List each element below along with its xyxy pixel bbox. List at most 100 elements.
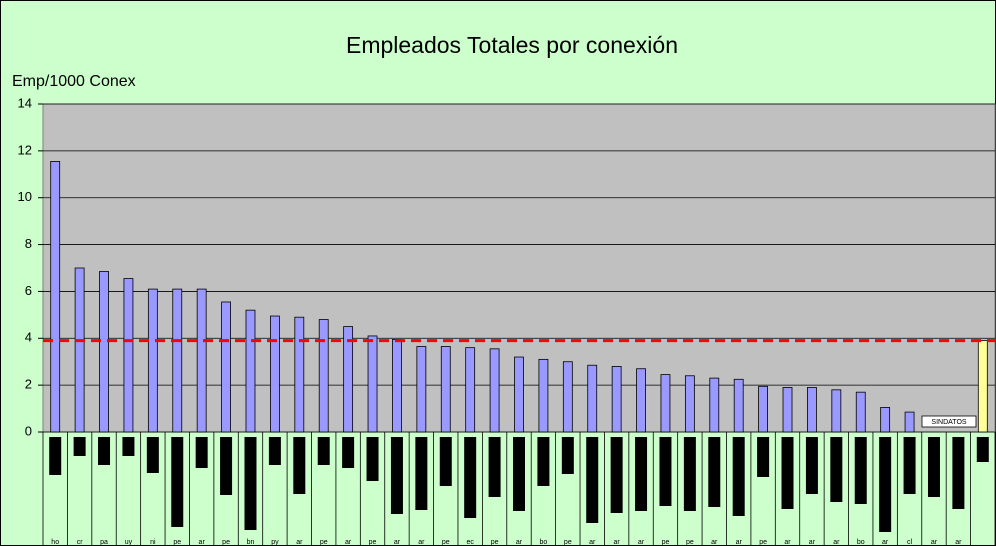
redacted-flag (366, 437, 379, 481)
y-tick-label: 0 (25, 423, 32, 438)
bar (392, 339, 402, 433)
bar (367, 335, 378, 433)
x-tick-label: bo (857, 539, 865, 546)
x-tick-label: pe (369, 539, 377, 546)
redacted-flag (586, 437, 599, 523)
bar (514, 356, 524, 433)
bar (904, 411, 915, 433)
annotation: SINDATOS (931, 419, 966, 426)
x-tick-label: ar (809, 539, 816, 546)
bar (611, 365, 622, 433)
x-tick-label: pe (686, 539, 694, 546)
bar (636, 368, 646, 433)
y-tick-label: 2 (25, 377, 32, 392)
x-tick-label: uy (125, 539, 133, 546)
bar (807, 387, 817, 433)
x-tick-label: ar (394, 539, 401, 546)
x-tick-label: pe (564, 539, 572, 546)
redacted-flag (122, 437, 135, 456)
redacted-flag (781, 437, 794, 509)
x-tick-label: ar (345, 539, 352, 546)
x-tick-label: ar (711, 539, 718, 546)
redacted-flag (830, 437, 843, 502)
bar (684, 375, 695, 433)
redacted-flag (537, 437, 550, 486)
x-tick-label: ar (736, 539, 743, 546)
redacted-flag (683, 437, 696, 511)
y-tick-label: 4 (25, 330, 32, 345)
x-tick-label: cr (77, 539, 84, 546)
x-tick-label: ar (784, 539, 791, 546)
y-tick-label: 8 (25, 236, 32, 251)
bar (977, 340, 988, 433)
redacted-flag (635, 437, 648, 511)
redacted-flag (464, 437, 477, 518)
bar (855, 391, 866, 433)
redacted-flag (268, 437, 281, 465)
redacted-flag (195, 437, 208, 468)
flag-table (42, 432, 996, 546)
bar (733, 378, 744, 433)
bar (269, 315, 280, 433)
redacted-flag (708, 437, 721, 507)
x-tick-label: bn (247, 539, 255, 546)
redacted-flag (805, 437, 818, 494)
x-tick-label: ar (638, 539, 645, 546)
redacted-flag (976, 437, 989, 462)
x-tick-label: py (271, 539, 279, 546)
redacted-flag (903, 437, 916, 494)
x-tick-label: ho (51, 539, 59, 546)
bar (440, 346, 451, 433)
bar (74, 267, 85, 433)
x-tick-label: bo (540, 539, 548, 546)
x-tick-label: pa (100, 539, 108, 546)
bar (99, 271, 109, 433)
redacted-flag (952, 437, 965, 509)
x-tick-label: ec (466, 539, 474, 546)
bar (709, 377, 720, 433)
bar (416, 346, 427, 433)
x-tick-label: ar (833, 539, 840, 546)
chart-title: Empleados Totales por conexión (346, 32, 678, 58)
redacted-flag (927, 437, 940, 497)
bar (831, 389, 842, 433)
redacted-flag (610, 437, 623, 513)
x-tick-label: pe (222, 539, 230, 546)
bar (245, 309, 256, 433)
redacted-flag (513, 437, 525, 511)
x-tick-label: pe (491, 539, 499, 546)
bar (50, 160, 61, 433)
redacted-flag (98, 437, 111, 465)
x-tick-label: pe (320, 539, 328, 546)
x-tick-label: cl (907, 539, 913, 546)
x-tick-label: ar (199, 539, 206, 546)
y-axis-label: Emp/1000 Conex (12, 73, 136, 90)
bar (147, 288, 158, 433)
redacted-flag (390, 437, 403, 514)
redacted-flag (854, 437, 867, 504)
redacted-flag (73, 437, 86, 456)
redacted-flag (293, 437, 306, 494)
bar (538, 358, 549, 433)
redacted-flag (488, 437, 501, 497)
x-tick-label: pe (662, 539, 670, 546)
redacted-flag (561, 437, 574, 474)
bar (196, 288, 207, 433)
bar (465, 347, 476, 433)
bar (562, 361, 573, 433)
annotation-box (921, 415, 977, 428)
redacted-flag (146, 437, 159, 473)
x-tick-label: pe (442, 539, 450, 546)
bar (221, 301, 231, 433)
bar (782, 387, 793, 433)
x-tick-label: ar (589, 539, 596, 546)
redacted-flag (439, 437, 452, 486)
bar (123, 278, 134, 433)
x-tick-label: ar (418, 539, 425, 546)
redacted-flag (49, 437, 62, 475)
redacted-flag (659, 437, 672, 506)
redacted-flag (342, 437, 355, 468)
redacted-flag (732, 437, 745, 516)
x-tick-label: ar (931, 539, 938, 546)
